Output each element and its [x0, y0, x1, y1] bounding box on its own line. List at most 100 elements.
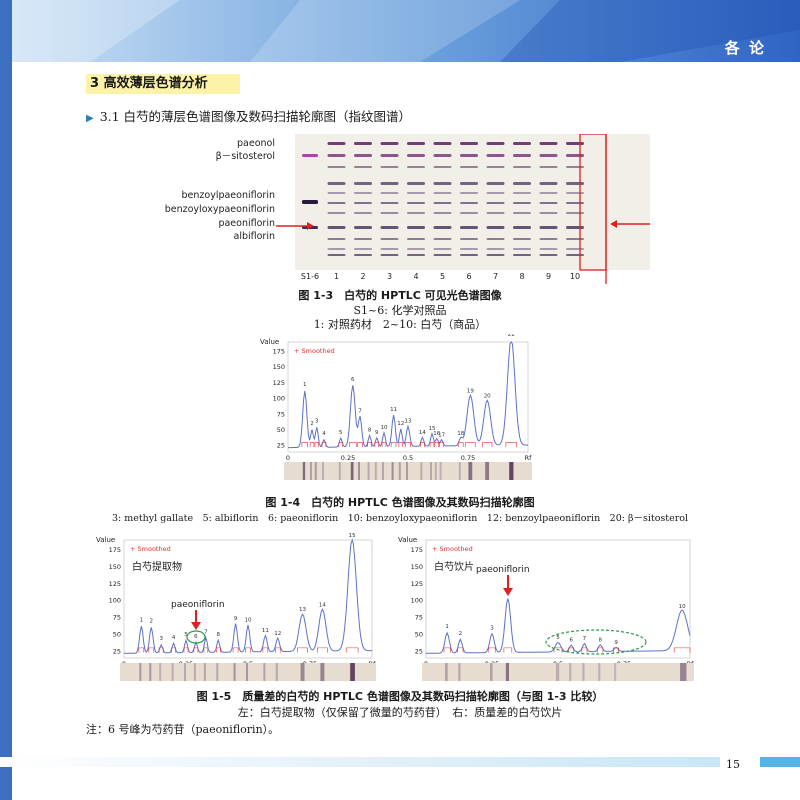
tlc-band: [566, 182, 584, 185]
tlc-band: [407, 226, 425, 229]
highlight-circle: [186, 630, 206, 644]
tlc-band: [407, 248, 425, 250]
lane-labels: S1-6 1 2 3 4 5 6 7 8 9 10: [301, 272, 580, 281]
peak-number: 7: [358, 408, 362, 414]
peak-number: 21: [508, 334, 515, 338]
tlc-band: [433, 212, 452, 214]
tlc-band: [433, 182, 452, 185]
y-tick: 50: [113, 630, 121, 638]
tlc-band: [327, 182, 346, 185]
footer-accent: [760, 757, 800, 767]
tlc-label: β－sitosterol: [216, 151, 275, 162]
tlc-band: [380, 238, 399, 240]
subsection-text: 3.1 白芍的薄层色谱图像及数码扫描轮廓图（指纹图谱）: [99, 109, 412, 124]
tlc-band: [486, 166, 505, 168]
tlc-band: [354, 142, 372, 145]
tlc-band: [407, 202, 425, 204]
peak-number: 12: [397, 421, 404, 427]
fig15-right-chromatogram: Value+ Smoothed白芍饮片17515012510075502500.…: [398, 536, 694, 681]
peak-number: 2: [310, 421, 314, 427]
lane-label: 6: [466, 272, 471, 281]
tlc-band: [433, 226, 452, 229]
y-axis-label: Value: [260, 338, 279, 346]
fig13-caption2: S1~6: 化学对照品: [353, 304, 447, 317]
right-arrow: [610, 220, 650, 228]
tlc-band: [460, 254, 478, 256]
lane-label: 1: [334, 272, 339, 281]
tlc-band: [327, 166, 346, 168]
tlc-band: [486, 192, 505, 194]
fig14-legend: 3: methyl gallate 5: albiflorin 6: paeon…: [111, 513, 689, 524]
peak-number: 10: [381, 425, 388, 431]
tlc-label: benzoyloxypaeoniflorin: [165, 204, 275, 215]
tlc-band: [486, 226, 505, 229]
tlc-band: [566, 226, 584, 229]
tlc-band: [513, 166, 531, 168]
paeoniflorin-annotation: paeoniflorin: [476, 565, 530, 575]
peak-number: 5: [339, 430, 343, 436]
tlc-label: paeoniflorin: [218, 218, 275, 229]
tlc-band: [460, 202, 478, 204]
peak-number: 10: [245, 617, 252, 623]
peak-number: 20: [484, 393, 491, 399]
x-tick: 0: [286, 454, 290, 462]
tlc-band: [327, 202, 346, 204]
peak-baselines: [138, 647, 359, 653]
tlc-band: [486, 254, 505, 256]
tlc-band: [513, 226, 531, 229]
tlc-band: [380, 166, 399, 168]
fig14-caption-text: 图 1-4 白芍的 HPTLC 色谱图像及其数码扫描轮廓图: [265, 496, 535, 509]
profile-curve: [426, 598, 691, 654]
tlc-band: [513, 154, 531, 157]
peak-number: 3: [159, 636, 163, 642]
tlc-band: [460, 212, 478, 214]
tlc-band: [354, 166, 372, 168]
peak-number: 4: [322, 431, 326, 437]
left-arrow: [276, 222, 314, 230]
tlc-label: paeonol: [237, 138, 275, 149]
legend-smoothed: + Smoothed: [432, 545, 473, 553]
tlc-band: [327, 248, 346, 250]
tlc-band: [513, 248, 531, 250]
tlc-strip: [422, 663, 694, 681]
tlc-band: [513, 202, 531, 204]
peak-baselines: [443, 647, 691, 653]
tlc-band: [566, 248, 584, 250]
tlc-band: [460, 142, 478, 145]
tlc-band: [407, 166, 425, 168]
y-tick: 100: [411, 597, 423, 605]
tlc-band: [380, 254, 399, 256]
peak-number: 5: [556, 635, 560, 641]
tlc-band: [566, 192, 584, 194]
tlc-band: [407, 212, 425, 214]
tlc-band: [460, 166, 478, 168]
plot-area: [287, 341, 529, 453]
tlc-band: [407, 142, 425, 145]
tlc-band: [433, 238, 452, 240]
tlc-band: [566, 238, 584, 240]
tlc-band: [407, 254, 425, 256]
y-tick: 50: [277, 426, 285, 434]
y-tick: 25: [277, 442, 285, 450]
tlc-band: [460, 248, 478, 250]
tlc-band: [380, 142, 399, 145]
tlc-band: [302, 200, 318, 204]
tlc-band: [433, 248, 452, 250]
lane-label: 5: [440, 272, 445, 281]
tlc-band: [460, 238, 478, 240]
peak-number: 11: [390, 407, 397, 413]
tlc-band: [407, 238, 425, 240]
annotation-arrowhead: [191, 622, 201, 630]
lane-label: 3: [387, 272, 392, 281]
fig14-caption: 图 1-4 白芍的 HPTLC 色谱图像及其数码扫描轮廓图: [0, 494, 800, 510]
lane-label: 4: [413, 272, 418, 281]
peak-number: 15: [429, 426, 436, 432]
tlc-band: [407, 154, 425, 157]
tlc-band-labels: paeonol β－sitosterol benzoylpaeoniflorin be…: [165, 138, 275, 242]
annotation-arrowhead: [503, 588, 513, 596]
tlc-band: [354, 248, 372, 250]
peak-baselines: [301, 442, 517, 447]
tlc-band: [539, 212, 558, 214]
peak-number: 13: [299, 607, 306, 613]
